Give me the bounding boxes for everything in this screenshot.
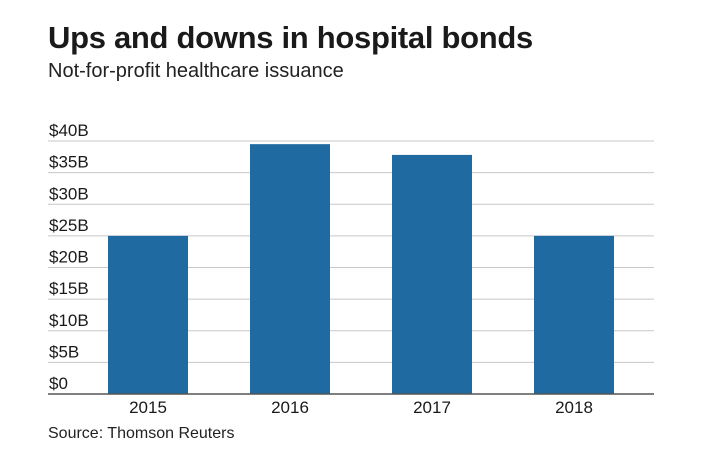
x-axis-tick-labels: 2015 2016 2017 2018 [129,398,593,417]
y-tick-label: $35B [49,153,89,172]
y-tick-label: $40B [49,121,89,140]
y-tick-label: $0 [49,374,68,393]
chart-title: Ups and downs in hospital bonds [48,20,533,55]
y-tick-label: $25B [49,216,89,235]
bar-2015 [108,235,188,394]
chart-subtitle: Not-for-profit healthcare issuance [48,60,344,82]
y-axis-tick-labels: $0 $5B $10B $15B $20B $25B $30B $35B $40B [49,121,89,393]
bar-2017 [392,154,472,394]
y-tick-label: $30B [49,184,89,203]
bars [108,144,614,394]
y-tick-label: $10B [49,311,89,330]
y-tick-label: $15B [49,279,89,298]
bar-2018 [534,235,614,394]
y-tick-label: $5B [49,342,79,361]
x-tick-label: 2015 [129,398,167,417]
source-note: Source: Thomson Reuters [48,425,235,442]
x-tick-label: 2016 [271,398,309,417]
x-tick-label: 2017 [413,398,451,417]
y-tick-label: $20B [49,248,89,267]
x-tick-label: 2018 [555,398,593,417]
bar-2016 [250,144,330,394]
